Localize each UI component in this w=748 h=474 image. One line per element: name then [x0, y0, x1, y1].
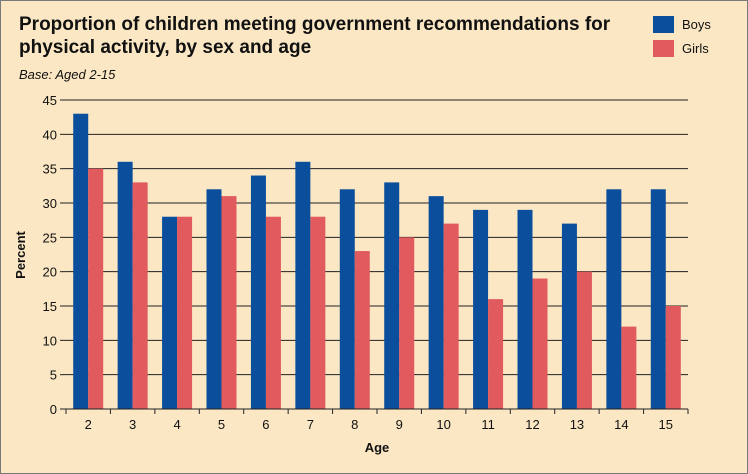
- bar-girls-age-12: [532, 278, 548, 409]
- bar-girls-age-3: [132, 182, 148, 409]
- bar-boys-age-7: [295, 161, 311, 409]
- y-tick-label: 45: [43, 93, 57, 108]
- bar-boys-age-10: [428, 196, 444, 409]
- bar-girls-age-7: [310, 216, 326, 409]
- y-tick-label: 20: [43, 265, 57, 280]
- legend-swatch-boys: [653, 15, 674, 33]
- bar-boys-age-9: [384, 182, 400, 409]
- bar-boys-age-11: [473, 209, 489, 409]
- bar-boys-age-2: [73, 113, 89, 409]
- legend-swatch-girls: [653, 39, 674, 57]
- y-tick-label: 40: [43, 127, 57, 142]
- x-tick-label: 9: [396, 417, 403, 432]
- bar-girls-age-10: [443, 223, 459, 409]
- x-tick-label: 7: [307, 417, 314, 432]
- bar-girls-age-8: [354, 251, 370, 409]
- bar-girls-age-2: [88, 168, 104, 409]
- y-axis-ticks: 0 5 10 15 20 25 30 35 40 45: [43, 93, 66, 417]
- x-tick-label: 4: [173, 417, 180, 432]
- legend-label-girls: Girls: [682, 40, 709, 56]
- y-tick-label: 10: [43, 333, 57, 348]
- bar-girls-age-4: [177, 216, 193, 409]
- bar-boys-age-14: [606, 189, 622, 409]
- x-tick-label: 12: [525, 417, 539, 432]
- bar-girls-age-15: [665, 306, 681, 409]
- x-axis-label: Age: [365, 440, 390, 455]
- bar-boys-age-6: [250, 175, 266, 409]
- x-tick-label: 3: [129, 417, 136, 432]
- x-tick-label: 10: [436, 417, 450, 432]
- bar-girls-age-13: [576, 271, 592, 409]
- x-axis-ticks: 2 3 4 5 6 7 8 9 10 11 12 13 14 15: [65, 409, 689, 432]
- bar-boys-age-15: [650, 189, 666, 409]
- y-tick-label: 25: [43, 230, 57, 245]
- bar-girls-age-5: [221, 196, 237, 409]
- legend-item-girls: Girls: [653, 39, 709, 57]
- x-tick-label: 8: [351, 417, 358, 432]
- legend-label-boys: Boys: [682, 16, 711, 32]
- legend-item-boys: Boys: [653, 15, 711, 33]
- bar-boys-age-3: [117, 161, 133, 409]
- y-tick-label: 0: [50, 402, 57, 417]
- bar-boys-age-5: [206, 189, 222, 409]
- bar-boys-age-8: [339, 189, 355, 409]
- y-axis-label: Percent: [13, 230, 28, 278]
- chart-title: Proportion of children meeting governmen…: [19, 14, 611, 58]
- bar-girls-age-14: [621, 326, 637, 409]
- x-tick-label: 13: [570, 417, 584, 432]
- chart-subtitle: Base: Aged 2-15: [19, 67, 116, 82]
- bar-girls-age-6: [265, 216, 281, 409]
- bar-girls-age-9: [399, 237, 415, 409]
- bar-boys-age-12: [517, 209, 533, 409]
- bar-boys-age-13: [561, 223, 577, 409]
- x-tick-label: 11: [481, 417, 495, 432]
- bar-girls-age-11: [488, 299, 504, 409]
- x-tick-label: 5: [218, 417, 225, 432]
- gridlines: [66, 99, 688, 376]
- x-tick-label: 2: [85, 417, 92, 432]
- bar-boys-age-4: [162, 216, 178, 409]
- y-tick-label: 5: [50, 368, 57, 383]
- y-tick-label: 15: [43, 299, 57, 314]
- x-tick-label: 15: [659, 417, 673, 432]
- y-tick-label: 35: [43, 162, 57, 177]
- y-tick-label: 30: [43, 196, 57, 211]
- bars: [73, 113, 681, 409]
- x-tick-label: 14: [614, 417, 628, 432]
- x-tick-label: 6: [262, 417, 269, 432]
